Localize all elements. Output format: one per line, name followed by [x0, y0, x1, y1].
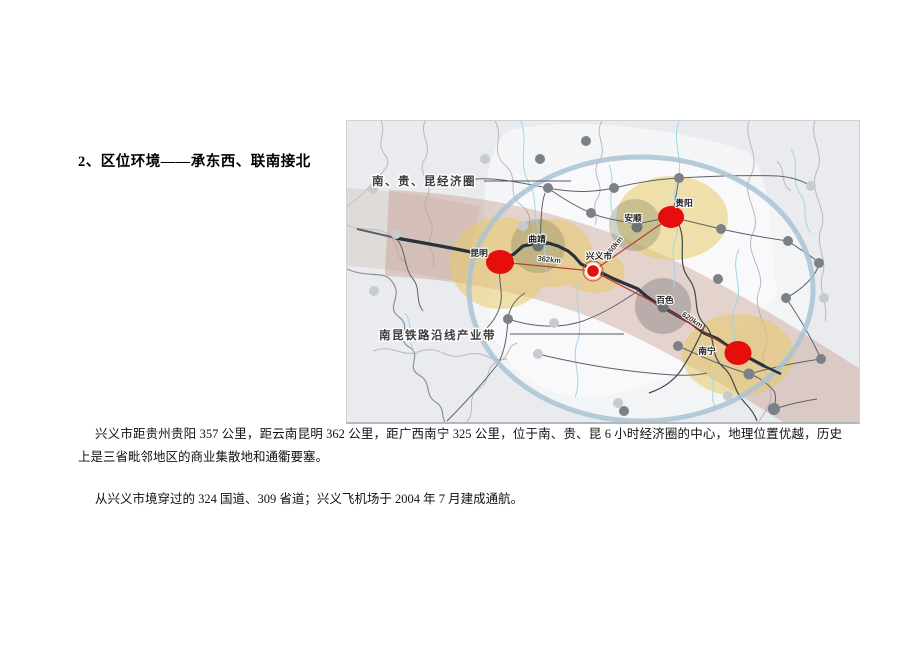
city-label-xingyi: 兴义市	[586, 250, 613, 261]
distance-label-362: 362km	[537, 254, 561, 265]
kunming-marker	[486, 250, 514, 274]
location-map-figure[interactable]: 362km 360km 620km 昆明 曲靖 贵阳 安顺 兴义市 百色 南宁 …	[346, 120, 860, 424]
economic-circle	[466, 154, 816, 422]
city-label-baise: 百色	[656, 294, 674, 305]
railway-west-tail	[356, 228, 397, 239]
section-heading: 2、区位环境——承东西、联南接北	[78, 154, 311, 170]
map-svg: 362km 360km 620km 昆明 曲靖 贵阳 安顺 兴义市 百色 南宁 …	[347, 121, 859, 422]
xingyi-marker	[582, 260, 604, 282]
line-guiyang-xingyi	[592, 216, 672, 272]
city-label-kunming: 昆明	[470, 248, 488, 258]
paragraph-location: 兴义市距贵州贵阳 357 公里，距云南昆明 362 公里，距广西南宁 325 公…	[78, 427, 842, 464]
baise-dot	[657, 301, 669, 313]
city-label-qujing: 曲靖	[528, 233, 546, 244]
minor-city-dots	[368, 136, 829, 416]
industry-belt-label: 南昆铁路沿线产业带	[379, 328, 496, 342]
roads-dark	[648, 220, 758, 422]
economic-circle-label: 南、贵、昆经济圈	[372, 174, 476, 188]
rivers	[404, 121, 812, 410]
province-boundary-southwest	[347, 268, 446, 422]
line-kunming-xingyi	[499, 261, 594, 272]
paragraph-transport: 从兴义市境穿过的 324 国道、309 省道；兴义飞机场于 2004 年 7 月…	[95, 492, 524, 506]
city-label-guiyang: 贵阳	[675, 197, 693, 208]
city-label-anshun: 安顺	[624, 212, 642, 223]
anshun-dot	[631, 221, 643, 233]
guiyang-marker	[658, 206, 684, 228]
qujing-dot	[532, 240, 544, 252]
nanning-marker	[724, 341, 752, 365]
railway-east-tail	[763, 364, 782, 376]
city-label-nanning: 南宁	[698, 345, 716, 356]
